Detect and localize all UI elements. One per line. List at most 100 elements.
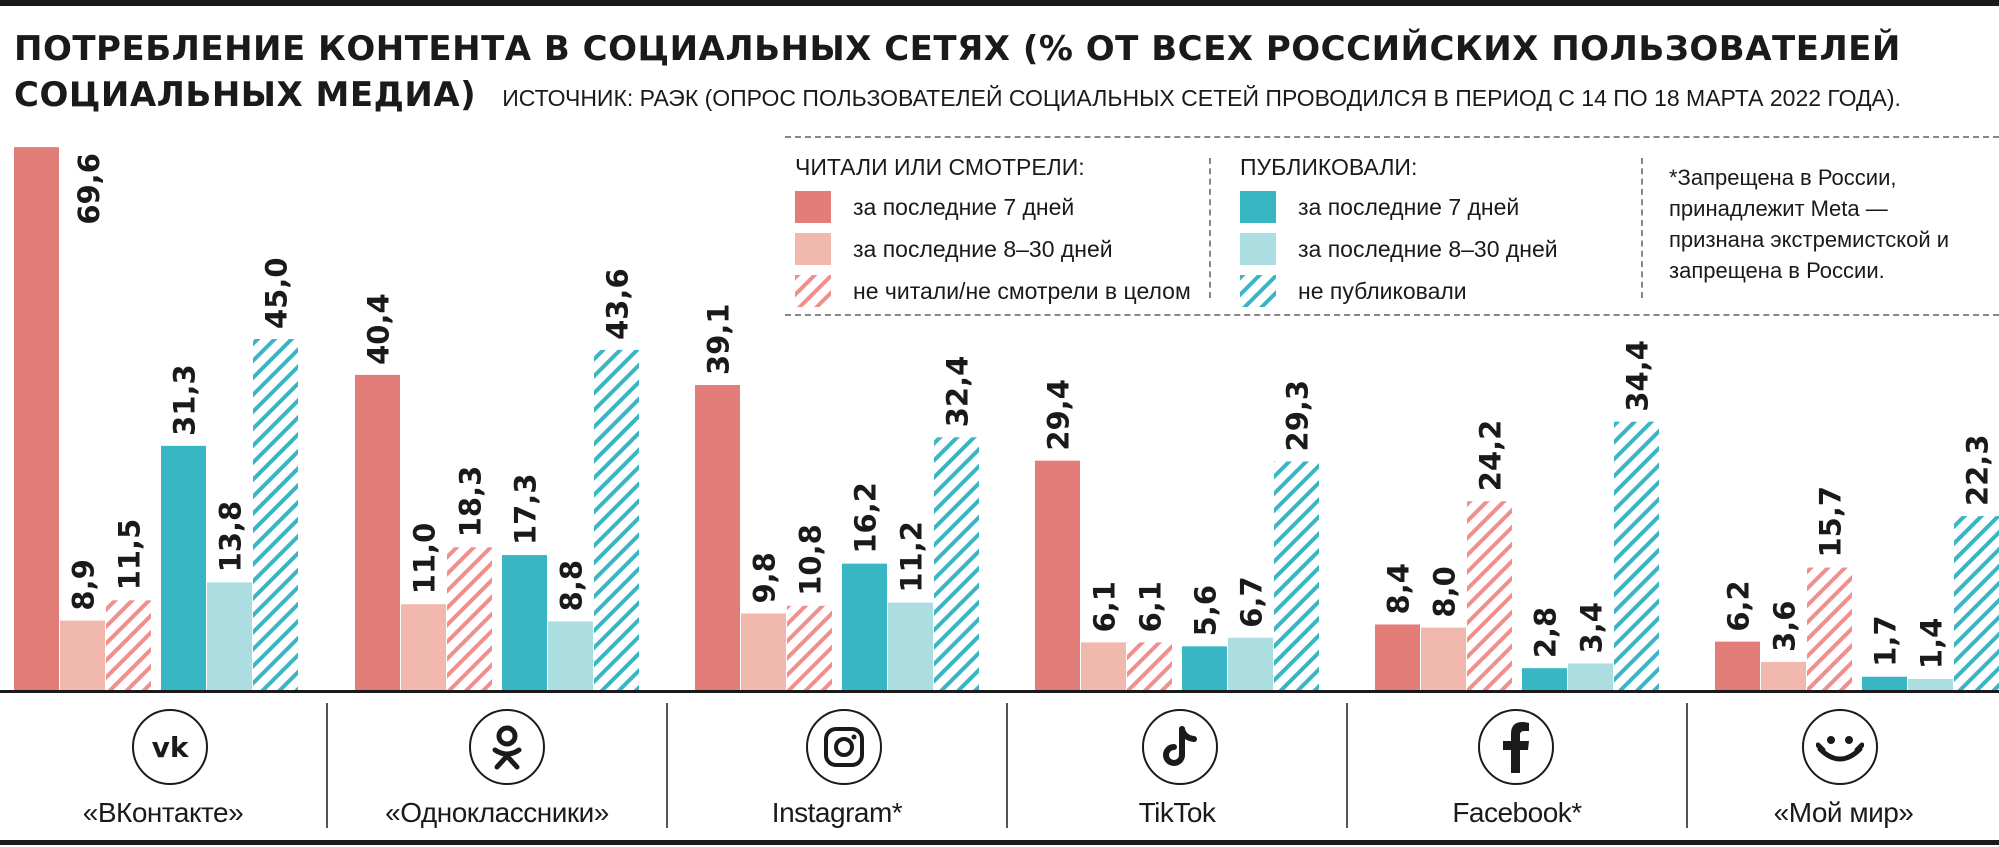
legend-label: не публиковали <box>1298 277 1467 304</box>
legend-item: за последние 8–30 дней <box>1240 228 1558 270</box>
legend-swatch-pub-7 <box>1240 191 1276 223</box>
data-label-pub-never-0: 45,0 <box>260 257 294 329</box>
legend-publish-header: ПУБЛИКОВАЛИ: <box>1240 154 1418 180</box>
bar-pub-30-3 <box>1228 637 1273 690</box>
legend-item: за последние 8–30 дней <box>795 228 1191 270</box>
legend-read-header: ЧИТАЛИ ИЛИ СМОТРЕЛИ: <box>795 154 1085 180</box>
data-label-read-never-4: 24,2 <box>1474 420 1508 492</box>
source-note: ИСТОЧНИК: РАЭК (ОПРОС ПОЛЬЗОВАТЕЛЕЙ СОЦИ… <box>502 85 1901 111</box>
data-label-pub-30-3: 6,7 <box>1235 576 1269 627</box>
data-labels-group: 69,6 8,9 11,5 31,3 13,8 45,0 40,4 11,0 18,3 17,3 8… <box>67 153 1995 669</box>
bar-read-never-1 <box>447 547 492 690</box>
instagram-icon <box>806 709 882 785</box>
moy-mir-icon <box>1802 709 1878 785</box>
bar-read-30-1 <box>401 604 446 690</box>
data-label-read-30-3: 6,1 <box>1088 581 1122 632</box>
data-label-read-7-5: 6,2 <box>1722 580 1756 631</box>
data-label-pub-7-5: 1,7 <box>1869 615 1903 666</box>
svg-text:vk: vk <box>152 732 190 762</box>
chart-title: ПОТРЕБЛЕНИЕ КОНТЕНТА В СОЦИАЛЬНЫХ СЕТЯХ … <box>14 26 1901 121</box>
platform-name: Instagram* <box>771 797 903 828</box>
bar-read-7-5 <box>1715 641 1760 690</box>
bar-read-30-0 <box>60 620 105 690</box>
data-label-read-30-4: 8,0 <box>1428 566 1462 617</box>
platform-divider <box>1686 703 1688 828</box>
platform-tiktok: TikTok <box>1008 693 1346 840</box>
platform-facebook: Facebook* <box>1348 693 1686 840</box>
legend-divider <box>1209 158 1211 298</box>
legend-swatch-read-7 <box>795 191 831 223</box>
bar-pub-never-0 <box>253 339 298 690</box>
data-label-pub-7-3: 5,6 <box>1189 585 1223 636</box>
platform-vk: vk «ВКонтакте» <box>0 693 326 840</box>
platform-divider <box>1006 703 1008 828</box>
data-label-read-30-5: 3,6 <box>1768 601 1802 652</box>
legend-item: не публиковали <box>1240 270 1558 312</box>
legend-read-column: ЧИТАЛИ ИЛИ СМОТРЕЛИ: за последние 7 дней… <box>795 152 1191 312</box>
platform-odnoklassniki: «Одноклассники» <box>328 693 666 840</box>
bar-read-30-5 <box>1761 661 1806 690</box>
platform-instagram: Instagram* <box>668 693 1006 840</box>
bar-pub-30-0 <box>207 582 252 690</box>
legend-label: не читали/не смотрели в целом <box>853 277 1191 304</box>
legend-label: за последние 7 дней <box>853 193 1075 220</box>
data-label-pub-30-1: 8,8 <box>555 560 589 611</box>
bar-pub-never-4 <box>1614 421 1659 690</box>
legend-item: не читали/не смотрели в целом <box>795 270 1191 312</box>
facebook-icon <box>1478 709 1554 785</box>
data-label-read-never-5: 15,7 <box>1814 486 1848 558</box>
top-rule <box>0 0 1999 6</box>
bar-pub-7-4 <box>1522 668 1567 690</box>
bar-read-30-2 <box>741 613 786 690</box>
data-label-pub-30-2: 11,2 <box>895 521 929 593</box>
x-axis-baseline <box>0 690 1999 693</box>
data-label-read-7-1: 40,4 <box>362 293 396 365</box>
bar-read-never-4 <box>1467 501 1512 690</box>
bars-group <box>14 147 1999 690</box>
bar-pub-30-2 <box>888 602 933 690</box>
legend-swatch-read-never <box>795 275 831 307</box>
bar-read-never-5 <box>1807 567 1852 690</box>
platform-moy-mir: «Мой мир» <box>1688 693 1999 840</box>
platform-name: Facebook* <box>1452 797 1582 828</box>
legend: ЧИТАЛИ ИЛИ СМОТРЕЛИ: за последние 7 дней… <box>785 136 1999 316</box>
data-label-read-7-4: 8,4 <box>1382 563 1416 614</box>
data-label-read-30-0: 8,9 <box>67 559 101 610</box>
bar-read-7-1 <box>355 374 400 690</box>
bar-read-7-2 <box>695 385 740 690</box>
platform-name: «Мой мир» <box>1773 797 1914 828</box>
bar-pub-30-5 <box>1908 679 1953 690</box>
legend-swatch-pub-30 <box>1240 233 1276 265</box>
bar-pub-never-2 <box>934 437 979 690</box>
data-label-read-7-2: 39,1 <box>702 303 736 375</box>
data-label-pub-never-4: 34,4 <box>1621 340 1655 412</box>
title-line-1: ПОТРЕБЛЕНИЕ КОНТЕНТА В СОЦИАЛЬНЫХ СЕТЯХ … <box>14 29 1901 69</box>
data-label-pub-never-5: 22,3 <box>1961 434 1995 506</box>
tiktok-icon <box>1142 709 1218 785</box>
legend-label: за последние 7 дней <box>1298 193 1520 220</box>
legend-swatch-pub-never <box>1240 275 1276 307</box>
title-line-2-text: СОЦИАЛЬНЫХ МЕДИА) <box>14 75 477 115</box>
data-label-read-7-3: 29,4 <box>1042 379 1076 451</box>
data-label-read-30-1: 11,0 <box>408 523 442 595</box>
bar-read-never-3 <box>1127 642 1172 690</box>
data-label-pub-30-4: 3,4 <box>1575 602 1609 653</box>
data-label-pub-30-0: 13,8 <box>214 501 248 573</box>
bar-read-30-3 <box>1081 642 1126 690</box>
legend-item: за последние 7 дней <box>1240 186 1558 228</box>
legend-label: за последние 8–30 дней <box>1298 235 1558 262</box>
platform-name: «Одноклассники» <box>385 797 609 828</box>
bar-pub-7-5 <box>1862 676 1907 690</box>
bar-read-30-4 <box>1421 627 1466 690</box>
platform-divider <box>326 703 328 828</box>
legend-item: за последние 7 дней <box>795 186 1191 228</box>
legend-label: за последние 8–30 дней <box>853 235 1113 262</box>
data-label-pub-never-3: 29,3 <box>1281 380 1315 452</box>
platform-divider <box>666 703 668 828</box>
bar-pub-7-3 <box>1182 646 1227 690</box>
data-label-read-7-0: 69,6 <box>72 153 106 225</box>
legend-publish-column: ПУБЛИКОВАЛИ: за последние 7 дней за посл… <box>1240 152 1558 312</box>
bar-pub-never-5 <box>1954 516 1999 690</box>
bar-pub-7-2 <box>842 563 887 690</box>
bar-read-7-4 <box>1375 624 1420 690</box>
